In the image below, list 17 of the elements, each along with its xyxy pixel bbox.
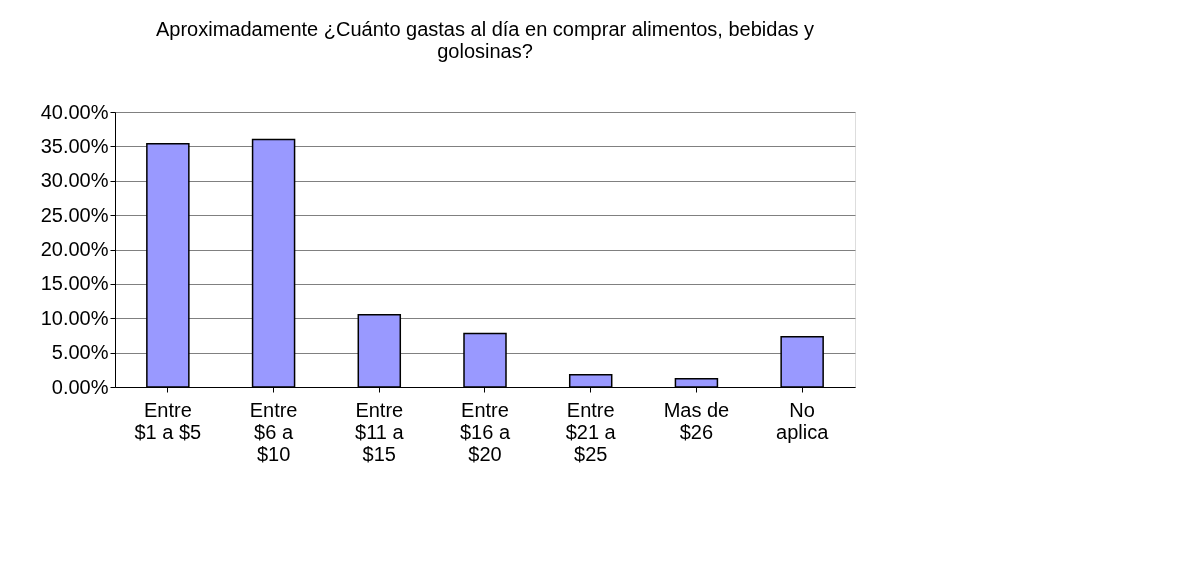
x-tick-label: No aplica	[776, 398, 830, 443]
x-tick-label: Entre $16 a $20	[459, 398, 511, 465]
x-tick-label: Entre $21 a $25	[565, 398, 617, 465]
y-tick-label: 30.00%	[40, 169, 109, 192]
chart-title: Aproximadamente ¿Cuánto gastas al día en comprar alimentos, bebidas y golosinas?	[155, 18, 815, 62]
x-tick-label: Entre $1 a $5	[134, 398, 202, 443]
y-tick-label: 15.00%	[40, 272, 109, 295]
y-tick-label: 25.00%	[40, 203, 109, 226]
y-tick-label: 20.00%	[40, 238, 109, 260]
x-tick-label: Mas de $26	[663, 398, 730, 443]
y-tick-label: 0.00%	[51, 375, 109, 398]
x-tick-label: Entre $11 a $15	[355, 398, 405, 465]
y-tick-label: 35.00%	[40, 134, 109, 157]
y-tick-label: 10.00%	[40, 306, 109, 329]
y-tick-label: 5.00%	[51, 341, 109, 364]
x-tick-label: Entre $6 a $10	[249, 398, 298, 465]
y-tick-label: 40.00%	[40, 100, 109, 123]
